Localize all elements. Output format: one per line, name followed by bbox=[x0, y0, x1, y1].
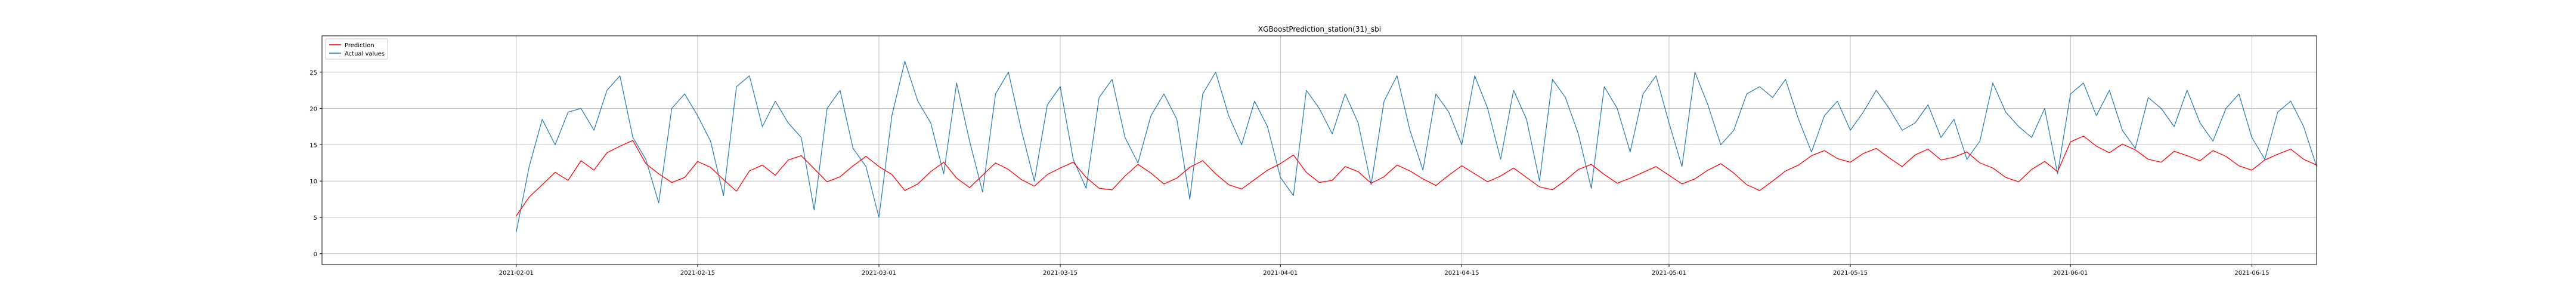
x-tick-label: 2021-03-01 bbox=[862, 270, 896, 277]
chart-title: XGBoostPrediction_station(31)_sbi bbox=[1258, 25, 1381, 33]
x-tick-label: 2021-06-15 bbox=[2234, 270, 2269, 277]
x-tick-label: 2021-02-15 bbox=[680, 270, 715, 277]
y-tick-label: 15 bbox=[309, 142, 317, 149]
x-tick-label: 2021-05-15 bbox=[1833, 270, 1868, 277]
x-tick-label: 2021-04-01 bbox=[1263, 270, 1298, 277]
y-tick-label: 25 bbox=[309, 70, 317, 76]
plot-frame bbox=[321, 35, 2317, 265]
legend: Prediction Actual values bbox=[325, 38, 388, 60]
x-tick-label: 2021-06-01 bbox=[2053, 270, 2088, 277]
x-axis: 2021-02-01 2021-02-15 2021-03-01 2021-03-15… bbox=[499, 265, 2269, 277]
series-line-actual-values bbox=[516, 61, 2317, 232]
legend-label-prediction: Prediction bbox=[345, 42, 374, 49]
x-tick-label: 2021-03-15 bbox=[1043, 270, 1078, 277]
series-layer bbox=[516, 61, 2317, 232]
y-tick-label: 20 bbox=[309, 106, 317, 113]
x-tick-label: 2021-02-01 bbox=[499, 270, 534, 277]
legend-box bbox=[325, 38, 388, 60]
y-tick-label: 5 bbox=[314, 215, 317, 222]
y-tick-label: 10 bbox=[309, 179, 317, 185]
y-axis: 0 5 10 15 20 25 bbox=[309, 70, 322, 258]
x-tick-label: 2021-04-15 bbox=[1444, 270, 1479, 277]
y-tick-label: 0 bbox=[314, 251, 317, 258]
grid bbox=[322, 36, 2317, 265]
series-line-prediction bbox=[516, 136, 2317, 216]
legend-label-actual-values: Actual values bbox=[345, 51, 385, 57]
x-tick-label: 2021-05-01 bbox=[1652, 270, 1686, 277]
